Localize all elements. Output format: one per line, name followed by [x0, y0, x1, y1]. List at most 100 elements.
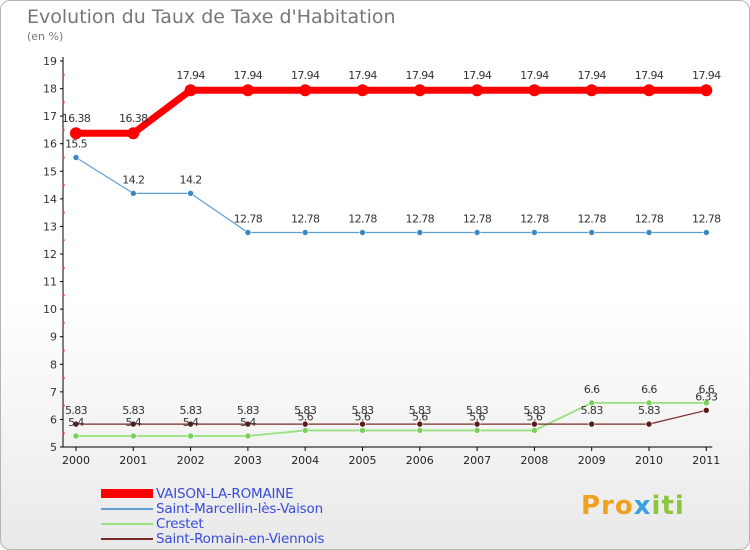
y-tick-label-8: 8 — [50, 358, 57, 371]
y-minor-dot — [62, 432, 65, 435]
data-label-2-9: 6.6 — [584, 383, 600, 396]
chart-unit: (en %) — [27, 30, 64, 43]
series-point-1-2 — [187, 190, 194, 197]
data-label-3-3: 5.83 — [237, 404, 260, 417]
series-point-3-8 — [531, 420, 538, 428]
series-point-1-11 — [702, 229, 710, 236]
series-point-1-10 — [645, 229, 653, 236]
data-label-1-2: 14.2 — [180, 173, 202, 186]
x-tick-label-2008: 2008 — [520, 454, 548, 467]
series-point-2-11 — [702, 399, 710, 407]
series-point-3-2 — [187, 420, 194, 428]
series-point-3-9 — [588, 420, 596, 428]
y-minor-dot — [62, 128, 65, 132]
y-tick-label-16: 16 — [43, 138, 57, 151]
legend-label: Crestet — [156, 516, 204, 532]
series-point-1-3 — [244, 229, 252, 236]
series-point-0-8 — [528, 84, 541, 97]
series-point-0-5 — [356, 84, 369, 97]
x-tick-label-2011: 2011 — [692, 454, 720, 467]
y-minor-dot — [62, 266, 65, 269]
series-point-1-6 — [416, 229, 424, 236]
data-label-3-10: 5.83 — [638, 404, 661, 417]
data-label-0-10: 17.94 — [635, 69, 664, 82]
series-point-2-10 — [645, 399, 653, 407]
series-point-1-9 — [588, 229, 596, 236]
legend-label: Saint-Marcellin-lès-Vaison — [156, 501, 323, 517]
legend-swatch — [101, 523, 153, 525]
legend-label: VAISON-LA-ROMAINE — [156, 486, 294, 502]
data-label-3-2: 5.83 — [180, 404, 203, 417]
x-tick-label-2000: 2000 — [62, 454, 90, 467]
data-label-2-2: 5.4 — [183, 416, 199, 429]
x-tick-label-2010: 2010 — [635, 454, 663, 467]
y-tick-label-10: 10 — [43, 303, 57, 316]
data-label-0-3: 17.94 — [234, 69, 263, 82]
data-label-3-1: 5.83 — [122, 404, 145, 417]
data-label-2-1: 5.4 — [125, 416, 141, 429]
data-label-1-9: 12.78 — [577, 212, 606, 225]
series-point-1-7 — [473, 229, 481, 236]
series-point-2-5 — [359, 427, 366, 434]
series-point-3-1 — [130, 420, 137, 428]
data-label-2-7: 5.6 — [469, 410, 485, 423]
y-tick-label-12: 12 — [43, 248, 57, 261]
legend-swatch — [101, 508, 153, 510]
series-point-2-9 — [588, 399, 596, 407]
data-label-2-6: 5.6 — [412, 410, 428, 423]
y-minor-dot — [62, 294, 65, 297]
data-label-2-3: 5.4 — [240, 416, 256, 429]
y-tick-label-14: 14 — [43, 193, 57, 206]
series-point-0-10 — [643, 84, 655, 97]
y-tick-label-18: 18 — [43, 83, 57, 96]
series-point-3-11 — [702, 407, 710, 414]
data-label-2-8: 5.6 — [527, 410, 543, 423]
series-point-1-4 — [301, 229, 309, 236]
y-minor-dot — [62, 321, 65, 325]
series-point-3-5 — [359, 420, 366, 428]
y-tick-label-6: 6 — [50, 413, 57, 426]
series-point-3-0 — [72, 420, 80, 428]
data-label-0-5: 17.94 — [348, 69, 377, 82]
x-tick-label-2005: 2005 — [349, 454, 377, 467]
y-tick-label-19: 19 — [43, 55, 57, 68]
x-tick-label-2007: 2007 — [463, 454, 491, 467]
data-label-0-4: 17.94 — [291, 69, 320, 82]
y-minor-dot — [62, 404, 65, 407]
data-label-0-6: 17.94 — [406, 69, 435, 82]
y-tick-label-15: 15 — [43, 165, 57, 178]
series-point-1-0 — [72, 154, 80, 161]
y-minor-dot — [62, 211, 65, 214]
data-label-0-2: 17.94 — [176, 69, 205, 82]
series-point-2-8 — [531, 427, 538, 434]
data-label-1-4: 12.78 — [291, 212, 320, 225]
y-tick-label-11: 11 — [43, 276, 57, 289]
x-tick-label-2009: 2009 — [578, 454, 606, 467]
y-minor-dot — [62, 156, 65, 159]
series-point-2-3 — [244, 432, 252, 440]
y-tick-label-13: 13 — [43, 220, 57, 233]
data-label-3-11: 6.33 — [695, 390, 718, 403]
x-tick-label-2002: 2002 — [177, 454, 205, 467]
data-label-0-1: 16.38 — [119, 112, 148, 125]
data-label-2-11: 6.6 — [698, 383, 714, 396]
series-point-2-7 — [473, 427, 481, 434]
y-tick-label-5: 5 — [50, 441, 57, 454]
series-line-3 — [75, 409, 707, 425]
legend-label: Saint-Romain-en-Viennois — [156, 531, 325, 547]
data-label-3-4: 5.83 — [294, 404, 317, 417]
x-tick-label-2003: 2003 — [234, 454, 262, 467]
series-point-0-9 — [585, 84, 598, 97]
data-label-3-6: 5.83 — [409, 404, 432, 417]
data-label-1-5: 12.78 — [348, 212, 377, 225]
data-label-1-10: 12.78 — [635, 212, 664, 225]
series-point-1-5 — [359, 229, 366, 236]
proxiti-logo: Proxiti — [581, 491, 685, 521]
series-point-3-4 — [301, 420, 309, 428]
legend-swatch — [101, 538, 153, 540]
data-label-1-11: 12.78 — [692, 212, 721, 225]
y-minor-dot — [62, 73, 65, 76]
data-label-0-0: 16.38 — [62, 112, 91, 125]
y-minor-dot — [62, 101, 65, 104]
